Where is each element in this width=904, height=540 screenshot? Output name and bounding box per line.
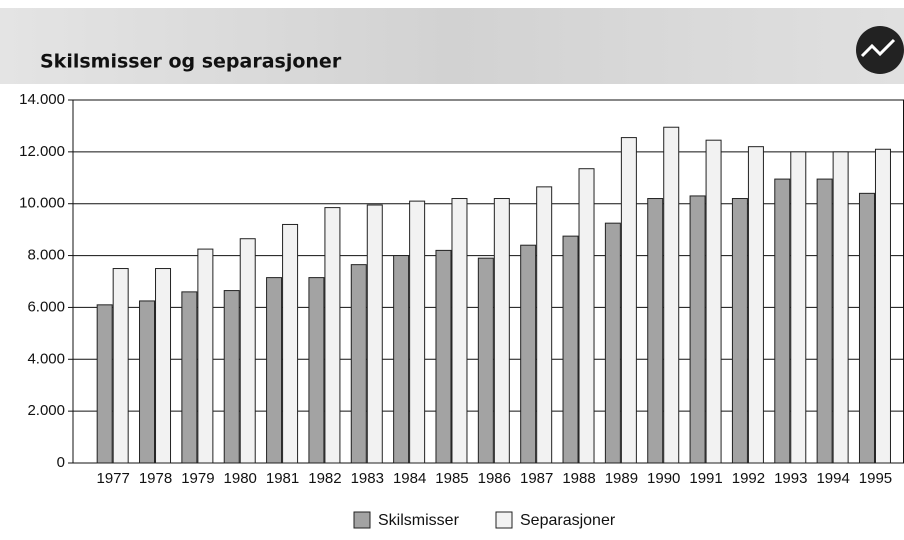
bar [366, 204, 383, 464]
bar [324, 207, 341, 464]
bar [435, 249, 452, 464]
x-tick-label: 1987 [520, 470, 553, 487]
x-tick-label: 1979 [181, 470, 214, 487]
bar [747, 146, 764, 464]
y-tick-label: 12.000 [19, 143, 65, 160]
bar [858, 192, 875, 464]
bar [282, 223, 299, 464]
x-tick-label: 1989 [605, 470, 638, 487]
y-tick-label: 0 [57, 454, 65, 471]
x-tick-label: 1995 [859, 470, 892, 487]
bar [477, 257, 494, 464]
bar [493, 198, 510, 464]
x-tick-label: 1983 [351, 470, 384, 487]
title-band [0, 8, 904, 84]
bar [181, 291, 198, 464]
bar [705, 139, 722, 464]
legend-label: Skilsmisser [378, 512, 460, 529]
bar [112, 268, 129, 464]
bar [774, 178, 791, 464]
bar [731, 198, 748, 464]
bar [239, 238, 256, 464]
legend-swatch [495, 511, 513, 529]
bar [266, 277, 283, 464]
bar [647, 198, 664, 464]
x-tick-label: 1984 [393, 470, 426, 487]
bar [197, 248, 214, 464]
bar [308, 277, 325, 464]
bar [96, 304, 113, 464]
x-tick-label: 1985 [435, 470, 468, 487]
y-tick-label: 8.000 [27, 247, 65, 264]
x-tick-label: 1991 [689, 470, 722, 487]
y-tick-label: 14.000 [19, 91, 65, 108]
x-tick-label: 1992 [732, 470, 765, 487]
legend-swatch [353, 511, 371, 529]
bar [604, 222, 621, 464]
bar [223, 290, 240, 464]
bar [663, 126, 680, 464]
x-tick-label: 1981 [266, 470, 299, 487]
y-tick-label: 6.000 [27, 298, 65, 315]
bar [816, 178, 833, 464]
bar [790, 151, 807, 464]
logo-icon [856, 26, 904, 74]
bar [139, 300, 156, 464]
x-tick-label: 1980 [224, 470, 257, 487]
bar [578, 168, 595, 464]
x-tick-label: 1986 [478, 470, 511, 487]
bar [451, 198, 468, 464]
bar [393, 255, 410, 464]
logo-stroke [860, 38, 896, 58]
x-tick-label: 1978 [139, 470, 172, 487]
x-tick-label: 1988 [562, 470, 595, 487]
bar [689, 195, 706, 464]
y-tick-label: 10.000 [19, 195, 65, 212]
legend-label: Separasjoner [520, 512, 616, 529]
x-tick-label: 1994 [816, 470, 849, 487]
chart-title: Skilsmisser og separasjoner [40, 51, 342, 73]
bar [832, 151, 849, 464]
bar [155, 268, 172, 464]
x-tick-label: 1990 [647, 470, 680, 487]
bar [874, 148, 891, 464]
bar [409, 200, 426, 464]
y-tick-label: 4.000 [27, 350, 65, 367]
x-tick-label: 1982 [308, 470, 341, 487]
bar [520, 244, 537, 464]
bar [562, 235, 579, 464]
x-tick-label: 1977 [96, 470, 129, 487]
y-tick-label: 2.000 [27, 402, 65, 419]
x-tick-label: 1993 [774, 470, 807, 487]
bar [620, 137, 637, 464]
bar [350, 264, 367, 464]
bar [536, 186, 553, 464]
